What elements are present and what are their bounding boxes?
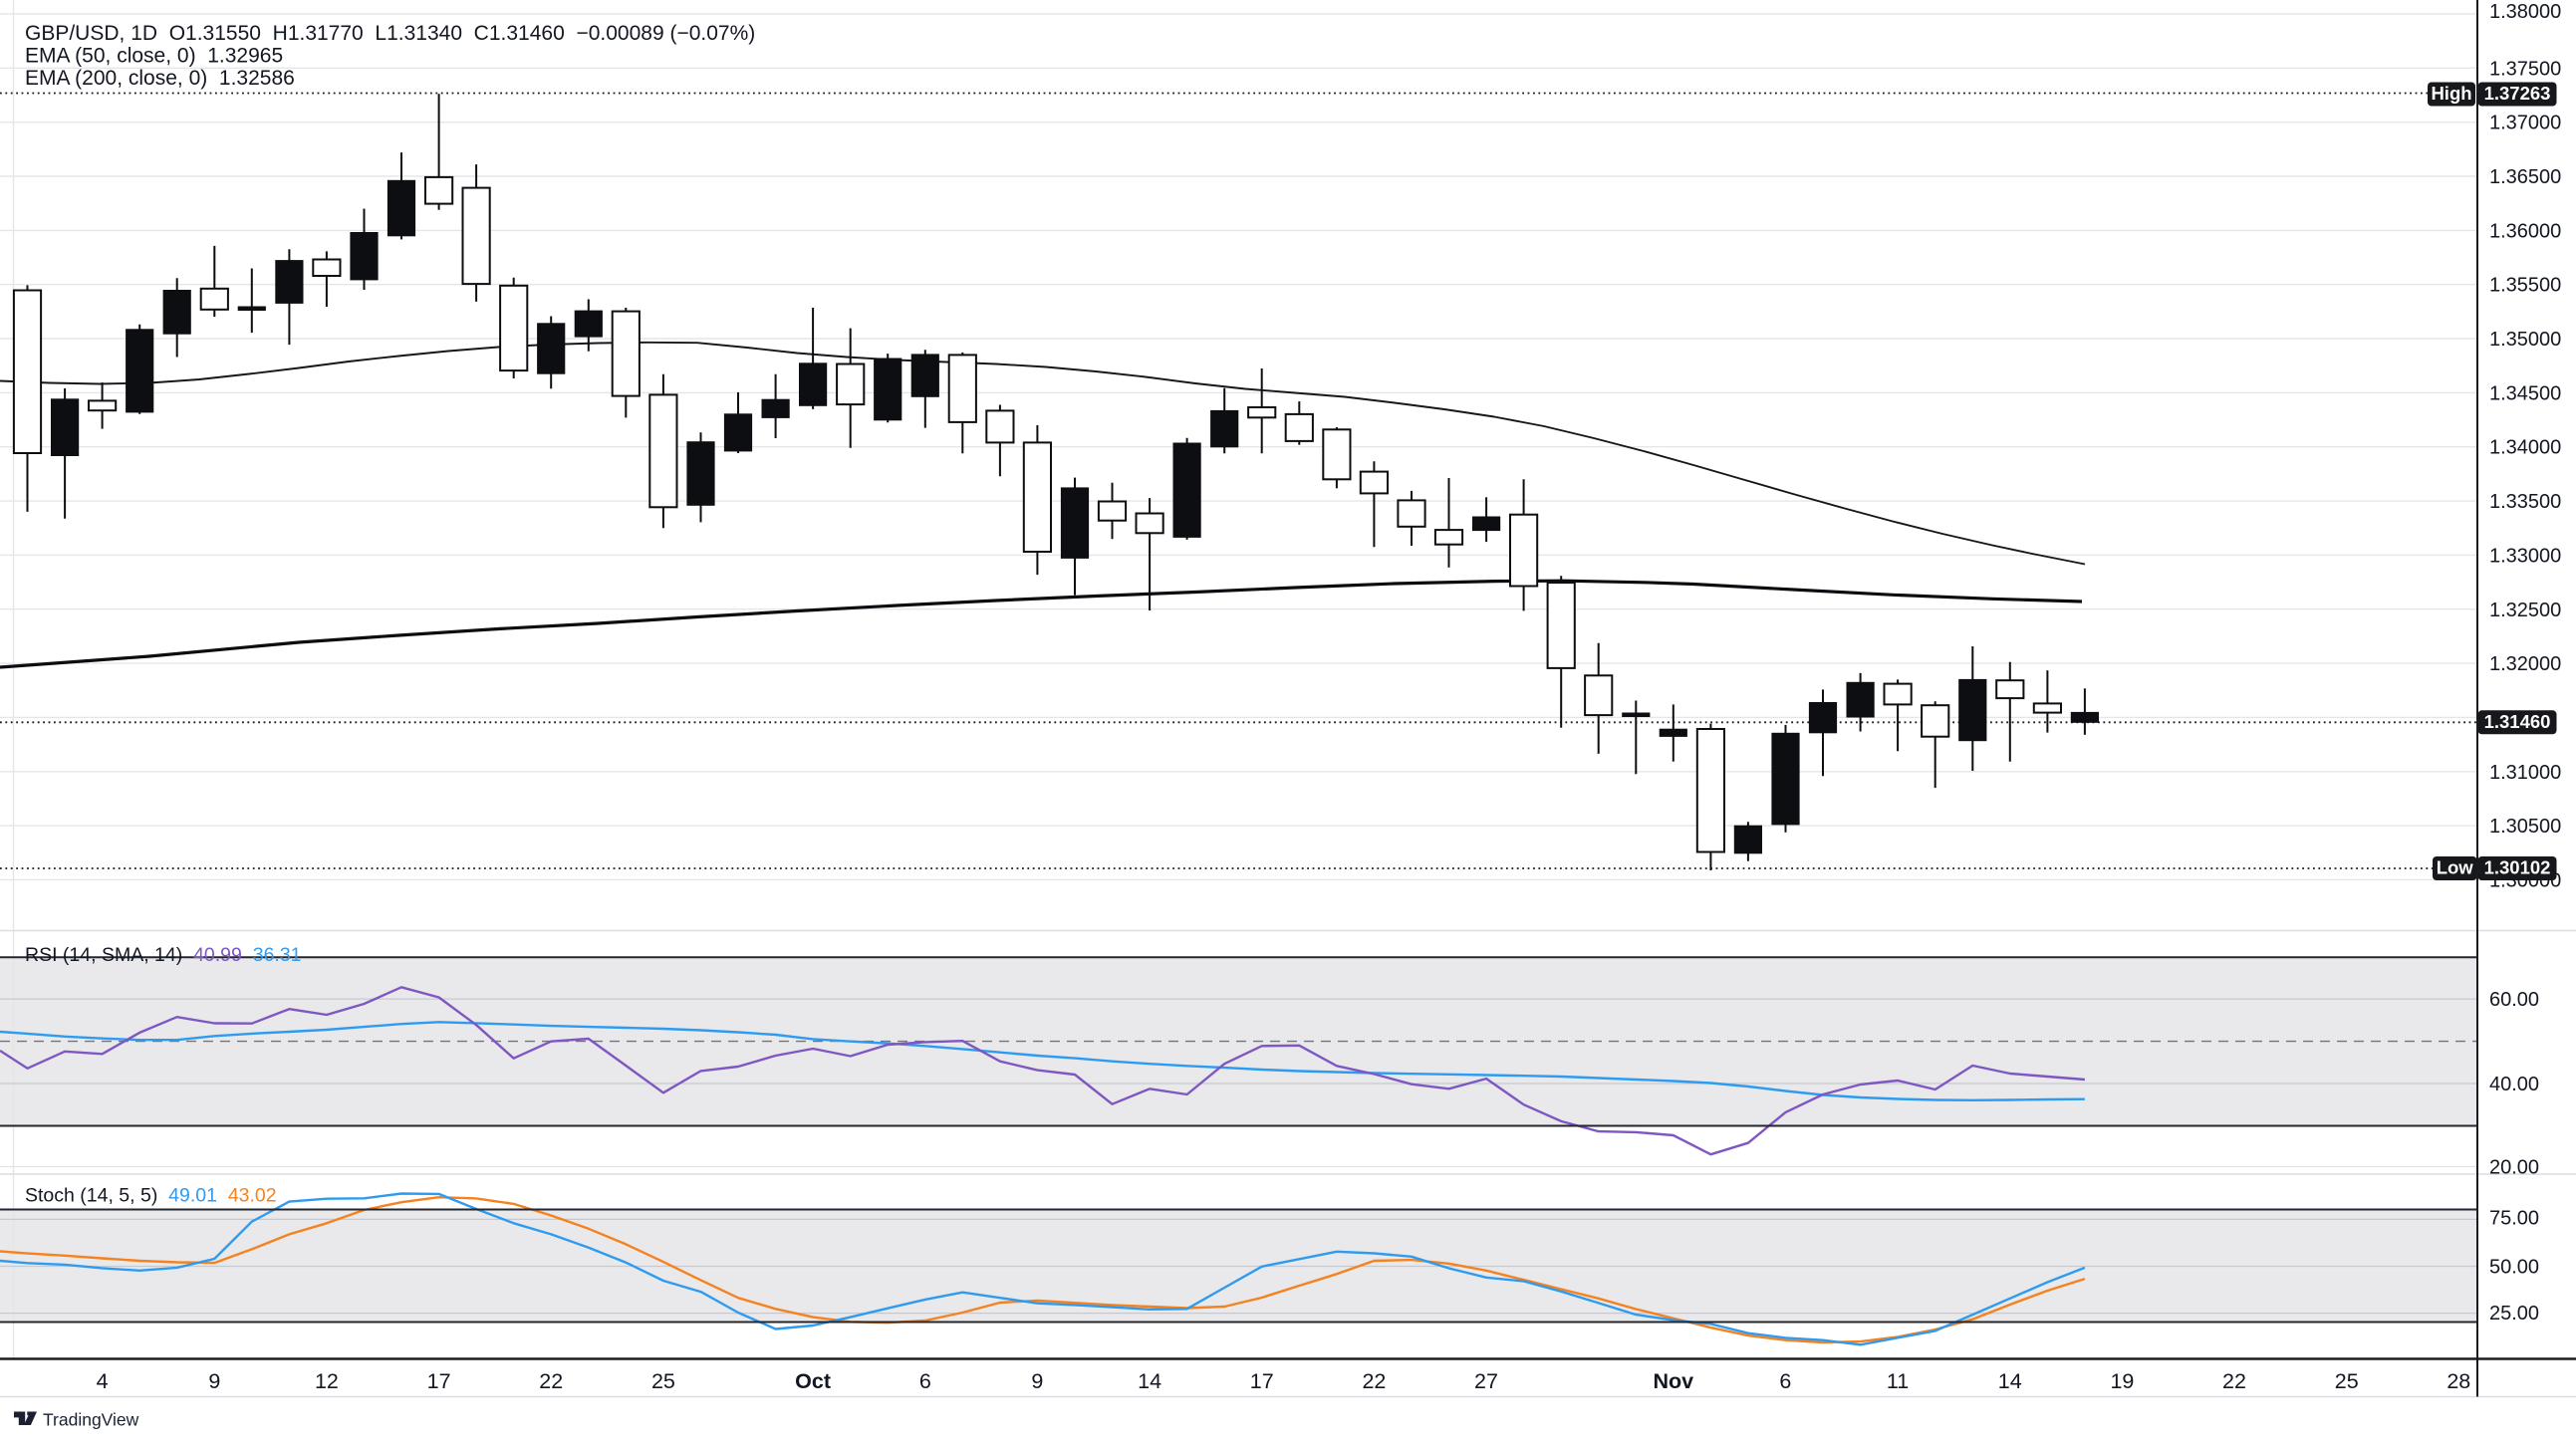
svg-text:High: High	[2431, 83, 2471, 104]
svg-text:27: 27	[1474, 1369, 1498, 1393]
svg-text:19: 19	[2110, 1369, 2134, 1393]
svg-text:25: 25	[2335, 1369, 2359, 1393]
svg-text:1.31000: 1.31000	[2489, 762, 2561, 784]
svg-text:1.37263: 1.37263	[2484, 83, 2551, 104]
svg-text:1.35000: 1.35000	[2489, 329, 2561, 351]
svg-text:17: 17	[427, 1369, 451, 1393]
svg-text:17: 17	[1250, 1369, 1274, 1393]
svg-text:9: 9	[1031, 1369, 1043, 1393]
svg-text:GBP/USD, 1D O1.31550 H1.3177: GBP/USD, 1D O1.31550 H1.31770 L1.31340 C…	[25, 22, 755, 45]
svg-text:60.00: 60.00	[2489, 989, 2539, 1011]
svg-text:1.34500: 1.34500	[2489, 382, 2561, 404]
svg-text:9: 9	[208, 1369, 220, 1393]
svg-text:1.37500: 1.37500	[2489, 58, 2561, 80]
svg-text:11: 11	[1887, 1369, 1909, 1393]
svg-text:22: 22	[2222, 1369, 2246, 1393]
svg-text:1.37000: 1.37000	[2489, 113, 2561, 134]
svg-text:20.00: 20.00	[2489, 1157, 2539, 1179]
svg-text:1.36500: 1.36500	[2489, 166, 2561, 188]
svg-text:1.36000: 1.36000	[2489, 220, 2561, 242]
svg-text:1.32500: 1.32500	[2489, 600, 2561, 621]
svg-text:14: 14	[1138, 1369, 1161, 1393]
svg-text:Low: Low	[2437, 857, 2474, 878]
svg-text:1.32000: 1.32000	[2489, 653, 2561, 675]
svg-text:50.00: 50.00	[2489, 1257, 2539, 1279]
svg-text:1.30102: 1.30102	[2484, 857, 2551, 878]
svg-text:1.33000: 1.33000	[2489, 545, 2561, 567]
svg-text:22: 22	[539, 1369, 563, 1393]
svg-text:EMA (50, close, 0) 1.32965: EMA (50, close, 0) 1.32965	[25, 45, 283, 68]
svg-text:14: 14	[1998, 1369, 2022, 1393]
svg-text:40.00: 40.00	[2489, 1074, 2539, 1095]
svg-text:Oct: Oct	[795, 1369, 831, 1393]
svg-text:RSI (14, SMA, 14) 40.99 36.3: RSI (14, SMA, 14) 40.99 36.31	[25, 944, 302, 966]
svg-text:75.00: 75.00	[2489, 1207, 2539, 1229]
svg-text:1.33500: 1.33500	[2489, 491, 2561, 513]
svg-text:Stoch (14, 5, 5) 49.01 43.02: Stoch (14, 5, 5) 49.01 43.02	[25, 1185, 277, 1207]
svg-text:25: 25	[651, 1369, 675, 1393]
svg-text:28: 28	[2447, 1369, 2470, 1393]
svg-text:1.34000: 1.34000	[2489, 437, 2561, 459]
svg-text:25.00: 25.00	[2489, 1303, 2539, 1325]
svg-text:1.38000: 1.38000	[2489, 1, 2561, 23]
svg-text:1.31460: 1.31460	[2484, 711, 2551, 732]
svg-text:EMA (200, close, 0) 1.32586: EMA (200, close, 0) 1.32586	[25, 67, 295, 90]
svg-text:6: 6	[1779, 1369, 1791, 1393]
svg-text:TradingView: TradingView	[43, 1410, 139, 1430]
svg-text:4: 4	[97, 1369, 109, 1393]
svg-text:6: 6	[919, 1369, 931, 1393]
svg-text:Nov: Nov	[1653, 1369, 1693, 1393]
svg-text:1.35500: 1.35500	[2489, 275, 2561, 297]
svg-text:1.30500: 1.30500	[2489, 816, 2561, 838]
svg-text:22: 22	[1362, 1369, 1386, 1393]
svg-text:12: 12	[315, 1369, 339, 1393]
